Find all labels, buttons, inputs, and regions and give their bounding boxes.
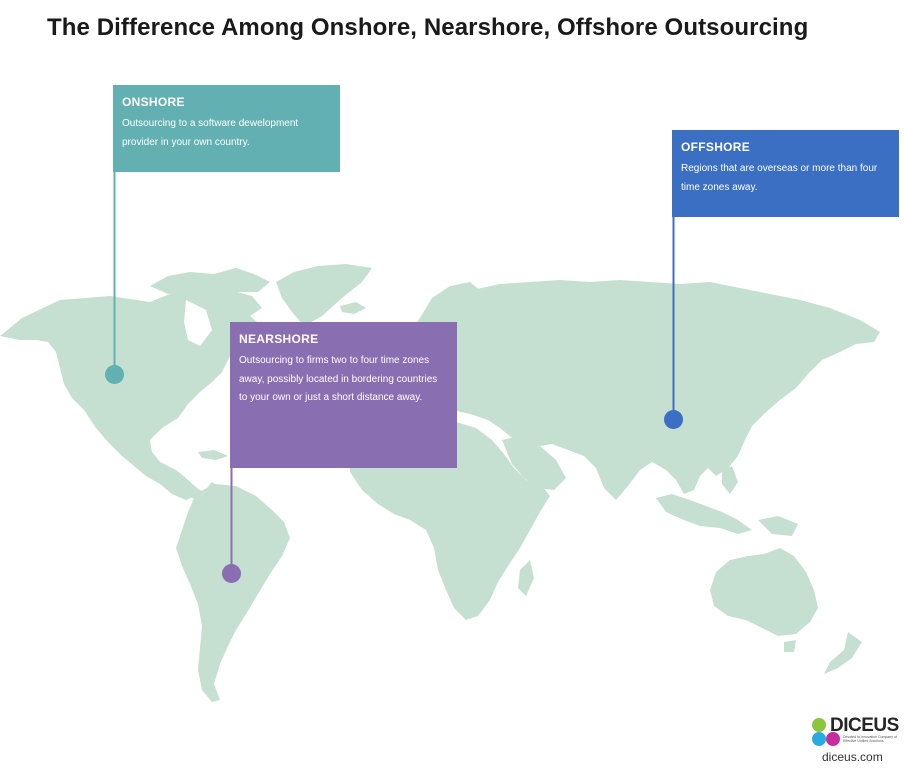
central-america bbox=[160, 462, 218, 500]
onshore-heading: ONSHORE bbox=[122, 95, 185, 109]
logo-tagline: Devoted to Innovation Company of Effecti… bbox=[843, 735, 897, 743]
south-america bbox=[176, 484, 290, 702]
north-america bbox=[0, 286, 262, 500]
nearshore-callout: NEARSHORE Outsourcing to firms two to fo… bbox=[230, 322, 457, 468]
nearshore-marker bbox=[222, 564, 241, 583]
offshore-heading: OFFSHORE bbox=[681, 140, 751, 154]
diceus-logo-icon bbox=[812, 718, 840, 746]
arctic-islands bbox=[150, 268, 270, 294]
philippines bbox=[722, 466, 738, 494]
japan bbox=[744, 372, 772, 410]
diceus-logo: DICEUS Devoted to Innovation Company of … bbox=[808, 714, 900, 764]
tasmania bbox=[784, 640, 796, 652]
logo-wordmark: DICEUS bbox=[830, 715, 899, 736]
eurasia bbox=[392, 280, 880, 500]
nearshore-heading: NEARSHORE bbox=[239, 332, 319, 346]
iceland bbox=[340, 302, 366, 314]
page-title: The Difference Among Onshore, Nearshore,… bbox=[47, 14, 809, 41]
arabia bbox=[502, 436, 566, 490]
onshore-text: Outsourcing to a software dewelopment pr… bbox=[122, 118, 299, 148]
madagascar bbox=[518, 560, 534, 596]
greenland bbox=[276, 264, 372, 326]
australia bbox=[710, 548, 818, 636]
new-guinea bbox=[758, 516, 798, 536]
logo-url: diceus.com bbox=[822, 750, 883, 764]
onshore-callout: ONSHORE Outsourcing to a software dewelo… bbox=[113, 85, 340, 172]
offshore-callout: OFFSHORE Regions that are overseas or mo… bbox=[672, 130, 899, 217]
caribbean bbox=[198, 450, 228, 460]
hudson-area bbox=[184, 300, 212, 346]
offshore-marker bbox=[664, 410, 683, 429]
nearshore-text: Outsourcing to firms two to four time zo… bbox=[239, 355, 438, 403]
onshore-marker bbox=[105, 365, 124, 384]
indonesia bbox=[656, 494, 752, 534]
new-zealand bbox=[824, 632, 862, 674]
offshore-text: Regions that are overseas or more than f… bbox=[681, 163, 878, 193]
